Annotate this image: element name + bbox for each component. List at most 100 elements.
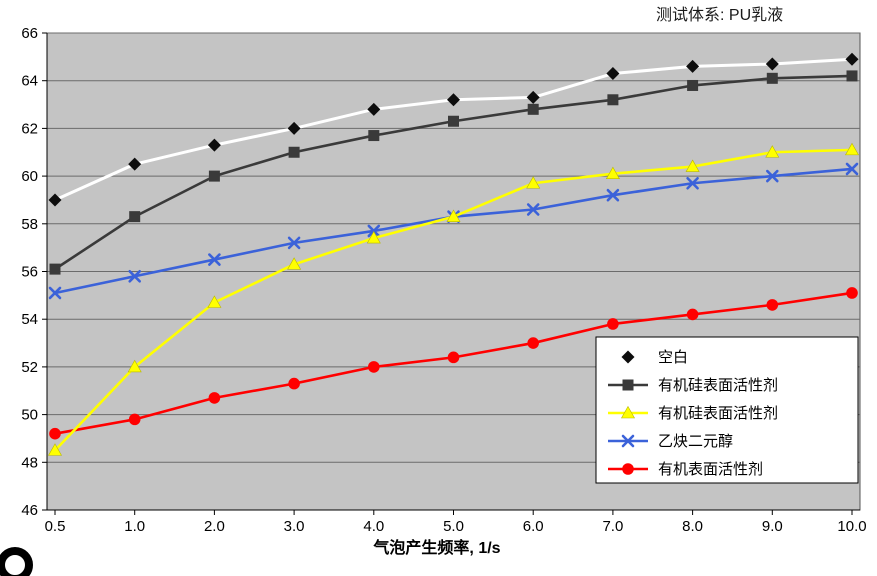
data-point <box>685 159 700 172</box>
data-point <box>208 170 220 182</box>
data-point <box>447 351 460 364</box>
data-point <box>846 287 858 299</box>
data-point <box>846 70 858 82</box>
legend-label: 有机硅表面活性剂 <box>658 377 778 394</box>
data-point <box>620 405 636 419</box>
data-point <box>287 236 301 250</box>
data-point <box>128 413 141 426</box>
y-tick-label: 54 <box>21 311 38 328</box>
data-point <box>766 72 778 84</box>
partial-logo-icon <box>0 547 33 576</box>
series-1 <box>49 70 858 275</box>
x-tick-label: 8.0 <box>682 518 703 535</box>
legend-box <box>595 336 859 484</box>
y-tick-label: 58 <box>21 216 38 233</box>
data-point <box>606 188 620 202</box>
x-tick-label: 0.5 <box>45 518 66 535</box>
data-point <box>687 79 699 91</box>
y-tick-label: 66 <box>21 25 38 42</box>
legend-label: 有机表面活性剂 <box>658 461 763 478</box>
data-point <box>526 203 540 216</box>
data-point <box>686 176 699 190</box>
legend-label: 空白 <box>658 349 688 366</box>
legend-label: 乙炔二元醇 <box>658 433 733 450</box>
chart-title: 测试体系: PU乳液 <box>656 7 784 24</box>
data-point <box>366 231 381 244</box>
data-point <box>621 350 635 364</box>
data-point <box>47 443 63 456</box>
data-point <box>367 102 381 116</box>
y-tick-label: 60 <box>21 168 38 185</box>
data-point <box>288 377 300 390</box>
data-point <box>766 169 779 183</box>
y-tick-label: 46 <box>21 502 38 519</box>
data-point <box>446 209 461 222</box>
data-point <box>765 145 780 158</box>
data-point <box>127 359 142 373</box>
series-2 <box>47 142 860 456</box>
data-point <box>686 308 699 321</box>
y-tick-label: 64 <box>21 73 38 90</box>
data-point <box>208 253 221 266</box>
data-point <box>844 142 860 156</box>
legend-item: 有机硅表面活性剂 <box>608 377 778 394</box>
data-point <box>287 257 302 270</box>
series-4 <box>49 287 858 440</box>
data-point <box>845 162 859 176</box>
data-point <box>368 361 380 373</box>
data-point <box>48 193 62 207</box>
y-tick-label: 62 <box>21 120 38 137</box>
x-tick-label: 9.0 <box>762 518 783 535</box>
data-point <box>448 115 459 127</box>
x-tick-label: 6.0 <box>523 518 544 535</box>
y-tick-label: 48 <box>21 454 38 471</box>
data-point <box>622 463 634 475</box>
data-point <box>129 211 141 223</box>
data-point <box>49 427 61 440</box>
legend-item: 空白 <box>608 349 688 366</box>
legend-item: 有机表面活性剂 <box>608 461 763 478</box>
data-point <box>128 269 141 283</box>
data-point <box>605 166 620 180</box>
x-tick-label: 1.0 <box>124 518 145 535</box>
data-point <box>207 138 221 152</box>
data-point <box>208 392 221 404</box>
x-tick-label: 3.0 <box>284 518 305 535</box>
data-point <box>766 299 779 311</box>
series-0 <box>48 52 859 207</box>
data-point <box>765 57 779 71</box>
data-point <box>526 176 541 189</box>
data-point <box>621 434 635 448</box>
data-point <box>207 295 222 308</box>
y-tick-label: 52 <box>21 359 38 376</box>
data-point <box>48 286 62 300</box>
x-tick-label: 4.0 <box>363 518 384 535</box>
data-point <box>368 130 380 142</box>
data-point <box>686 59 700 73</box>
x-tick-label: 10.0 <box>837 518 866 535</box>
data-point <box>845 52 859 66</box>
data-point <box>527 103 539 115</box>
legend-label: 有机硅表面活性剂 <box>658 405 778 422</box>
data-point <box>287 121 301 135</box>
data-point <box>527 337 539 349</box>
data-point <box>49 263 61 275</box>
x-tick-label: 7.0 <box>602 518 623 535</box>
legend-item: 乙炔二元醇 <box>608 433 733 450</box>
data-point <box>288 146 300 158</box>
data-point <box>128 157 142 171</box>
data-point <box>622 379 634 391</box>
x-tick-label: 5.0 <box>443 518 464 535</box>
legend-item: 有机硅表面活性剂 <box>608 405 778 422</box>
y-tick-label: 56 <box>21 264 38 281</box>
x-tick-label: 2.0 <box>204 518 225 535</box>
data-point <box>447 93 460 107</box>
data-point <box>367 224 381 238</box>
y-tick-label: 50 <box>21 407 38 424</box>
data-point <box>606 67 620 81</box>
data-point <box>607 318 619 330</box>
data-point <box>607 94 619 106</box>
